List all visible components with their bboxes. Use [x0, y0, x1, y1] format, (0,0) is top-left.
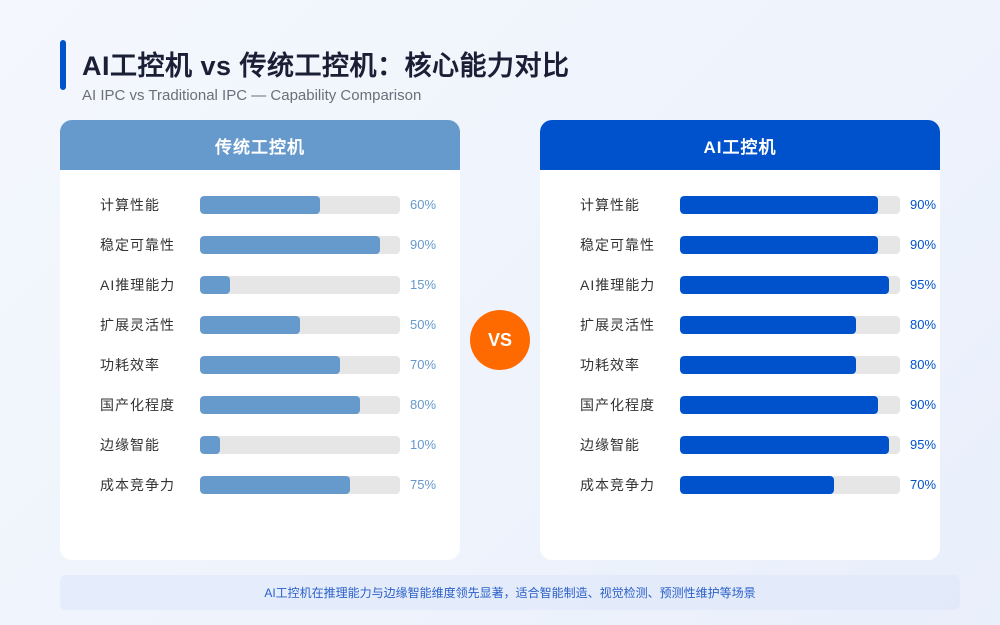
capability-label: 成本竞争力 — [100, 477, 175, 493]
bar-fill — [200, 316, 300, 334]
page-title: AI工控机 vs 传统工控机：核心能力对比 — [82, 51, 570, 81]
capability-label: 计算性能 — [100, 197, 160, 213]
bar-fill — [680, 316, 856, 334]
bar-track — [680, 396, 900, 414]
bar-fill — [200, 356, 340, 374]
capability-row: 成本竞争力 75% — [60, 476, 460, 494]
capability-label: 功耗效率 — [100, 357, 160, 373]
percent-value: 15% — [410, 277, 437, 292]
capability-label: 边缘智能 — [100, 437, 160, 453]
bar-fill — [680, 196, 878, 214]
percent-value: 90% — [410, 237, 437, 252]
capability-row: 稳定可靠性 90% — [60, 236, 460, 254]
bar-track — [680, 276, 900, 294]
capability-label: 稳定可靠性 — [100, 237, 175, 253]
bar-fill — [680, 436, 889, 454]
percent-value: 95% — [910, 277, 937, 292]
percent-value: 90% — [910, 197, 937, 212]
summary-note: AI工控机在推理能力与边缘智能维度领先显著，适合智能制造、视觉检测、预测性维护等… — [60, 575, 960, 610]
capability-row: AI推理能力 15% — [60, 276, 460, 294]
bar-track — [200, 396, 400, 414]
capability-label: 国产化程度 — [580, 397, 655, 413]
bar-track — [200, 196, 400, 214]
capability-label: AI推理能力 — [580, 277, 656, 293]
bar-track — [200, 436, 400, 454]
bar-fill — [680, 356, 856, 374]
capability-label: 边缘智能 — [580, 437, 640, 453]
capability-label: 国产化程度 — [100, 397, 175, 413]
bar-fill — [200, 396, 360, 414]
bar-track — [680, 196, 900, 214]
capability-label: 稳定可靠性 — [580, 237, 655, 253]
percent-value: 80% — [910, 317, 937, 332]
ai-ipc-panel: AI工控机 计算性能 90% 稳定可靠性 90% AI推理能力 95% 扩展灵活性 80% 功耗… — [540, 120, 940, 560]
bar-track — [200, 356, 400, 374]
capability-label: AI推理能力 — [100, 277, 176, 293]
bar-track — [200, 476, 400, 494]
panel-title: 传统工控机 — [60, 120, 460, 170]
bar-fill — [200, 476, 350, 494]
capability-row: 稳定可靠性 90% — [540, 236, 940, 254]
capability-label: 成本竞争力 — [580, 477, 655, 493]
bar-track — [680, 236, 900, 254]
bar-fill — [200, 436, 220, 454]
percent-value: 95% — [910, 437, 937, 452]
capability-row: 扩展灵活性 50% — [60, 316, 460, 334]
capability-label: 扩展灵活性 — [580, 317, 655, 333]
capability-row: 计算性能 90% — [540, 196, 940, 214]
capability-row: 边缘智能 10% — [60, 436, 460, 454]
percent-value: 90% — [910, 237, 937, 252]
capability-label: 扩展灵活性 — [100, 317, 175, 333]
capability-row: 功耗效率 70% — [60, 356, 460, 374]
capability-row: AI推理能力 95% — [540, 276, 940, 294]
percent-value: 60% — [410, 197, 437, 212]
percent-value: 10% — [410, 437, 437, 452]
percent-value: 50% — [410, 317, 437, 332]
capability-row: 功耗效率 80% — [540, 356, 940, 374]
bar-fill — [200, 196, 320, 214]
capability-row: 国产化程度 90% — [540, 396, 940, 414]
bar-track — [680, 436, 900, 454]
percent-value: 70% — [910, 477, 937, 492]
percent-value: 75% — [410, 477, 437, 492]
bar-track — [200, 236, 400, 254]
capability-row: 计算性能 60% — [60, 196, 460, 214]
percent-value: 90% — [910, 397, 937, 412]
percent-value: 80% — [910, 357, 937, 372]
bar-track — [200, 276, 400, 294]
vs-badge: VS — [470, 310, 530, 370]
bar-fill — [680, 396, 878, 414]
percent-value: 80% — [410, 397, 437, 412]
capability-row: 成本竞争力 70% — [540, 476, 940, 494]
capability-label: 功耗效率 — [580, 357, 640, 373]
bar-track — [680, 316, 900, 334]
panel-title: AI工控机 — [540, 120, 940, 170]
bar-fill — [200, 276, 230, 294]
bar-fill — [200, 236, 380, 254]
capability-row: 边缘智能 95% — [540, 436, 940, 454]
traditional-ipc-panel: 传统工控机 计算性能 60% 稳定可靠性 90% AI推理能力 15% 扩展灵活性 50% 功耗… — [60, 120, 460, 560]
capability-row: 国产化程度 80% — [60, 396, 460, 414]
bar-fill — [680, 276, 889, 294]
title-accent-bar — [60, 40, 66, 90]
percent-value: 70% — [410, 357, 437, 372]
bar-track — [680, 356, 900, 374]
bar-fill — [680, 476, 834, 494]
page-subtitle: AI IPC vs Traditional IPC — Capability C… — [82, 87, 422, 104]
bar-track — [680, 476, 900, 494]
capability-label: 计算性能 — [580, 197, 640, 213]
capability-row: 扩展灵活性 80% — [540, 316, 940, 334]
bar-track — [200, 316, 400, 334]
bar-fill — [680, 236, 878, 254]
